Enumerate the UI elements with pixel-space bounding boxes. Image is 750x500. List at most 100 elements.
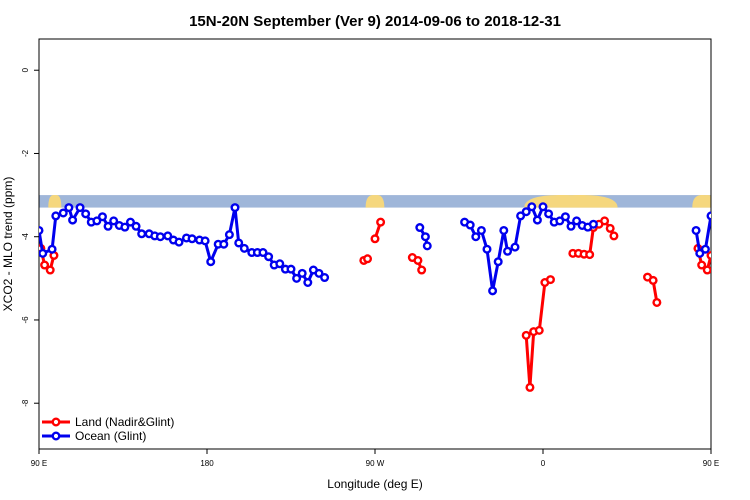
land-ocean-band — [39, 194, 711, 208]
ocean-point — [64, 203, 74, 213]
land-point — [545, 275, 555, 285]
land-point — [363, 254, 373, 264]
ocean-point — [200, 236, 210, 246]
ocean-point — [39, 248, 48, 258]
ocean-point — [465, 220, 475, 230]
series-ocean — [39, 202, 711, 296]
y-tick-label: -8 — [21, 399, 30, 407]
ocean-point — [230, 203, 240, 213]
ocean-point — [51, 211, 61, 221]
ocean-point — [538, 202, 548, 212]
ocean-point — [258, 248, 268, 258]
land-point — [525, 382, 535, 392]
ocean-point — [75, 203, 85, 213]
land-point — [376, 217, 386, 227]
legend-label-ocean: Ocean (Glint) — [75, 429, 146, 443]
ocean-point — [320, 273, 330, 283]
ocean-point — [691, 225, 701, 235]
land-point — [370, 234, 380, 244]
ocean-point — [109, 216, 119, 226]
ocean-point — [163, 231, 173, 241]
ocean-point — [155, 232, 165, 242]
land-point — [648, 275, 658, 285]
series-land — [39, 216, 711, 392]
land-point — [605, 223, 615, 233]
ocean-point — [239, 243, 249, 253]
ocean-point — [700, 244, 710, 254]
legend: Land (Nadir&Glint)Ocean (Glint) — [42, 415, 174, 443]
ocean-point — [39, 225, 44, 235]
ocean-point — [588, 219, 598, 229]
ocean-point — [120, 222, 130, 232]
land-point — [697, 260, 707, 270]
ocean-point — [420, 232, 430, 242]
y-tick-label: 0 — [21, 67, 30, 72]
ocean-point — [275, 259, 285, 269]
land-point — [45, 265, 55, 275]
ocean-point — [314, 268, 324, 278]
ocean-point — [224, 230, 234, 240]
ocean-point — [695, 248, 705, 258]
land-mass-3 — [692, 195, 711, 208]
ocean-point — [103, 221, 113, 231]
y-axis-label: XCO2 - MLO trend (ppm) — [1, 177, 15, 312]
ocean-point — [303, 278, 313, 288]
land-point — [40, 260, 50, 270]
ocean-point — [521, 207, 531, 217]
land-point — [417, 265, 427, 275]
plot-frame — [38, 38, 712, 450]
ocean-point — [471, 232, 481, 242]
ocean-point — [187, 234, 197, 244]
ocean-point — [97, 212, 107, 222]
land-point — [534, 325, 544, 335]
x-tick-label: 180 — [200, 459, 214, 468]
land-point — [609, 231, 619, 241]
land-mass-0 — [48, 194, 62, 208]
y-tick-label: -4 — [21, 233, 30, 241]
ocean-point — [47, 244, 57, 254]
ocean-point — [706, 211, 711, 221]
ocean-point — [488, 286, 498, 296]
ocean-point — [286, 264, 296, 274]
ocean-point — [560, 212, 570, 222]
ocean-point — [555, 216, 565, 226]
legend-marker-ocean — [51, 431, 61, 441]
axes: 90 E 180 90 W 0 90 E 0 -2 -4 -6 -8 — [21, 67, 719, 468]
ocean-point — [234, 238, 244, 248]
ocean-point — [219, 239, 229, 249]
ocean-point — [516, 211, 526, 221]
ocean-point — [92, 216, 102, 226]
land-mass-1 — [365, 194, 385, 208]
ocean-point — [415, 223, 425, 233]
ocean-point — [499, 225, 509, 235]
land-point — [600, 216, 610, 226]
ocean-point — [297, 268, 307, 278]
ocean-point — [292, 273, 302, 283]
x-axis-label: Longitude (deg E) — [327, 477, 422, 491]
ocean-point — [81, 209, 91, 219]
legend-marker-land — [51, 417, 61, 427]
ocean-point — [572, 216, 582, 226]
ocean-point — [544, 209, 554, 219]
ocean-point — [206, 257, 216, 267]
land-point — [413, 255, 423, 265]
ocean-point — [58, 208, 68, 218]
y-tick-label: -2 — [21, 149, 30, 157]
y-tick-label: -6 — [21, 316, 30, 324]
land-point — [652, 297, 662, 307]
ocean-point — [137, 229, 147, 239]
x-tick-label: 0 — [541, 459, 546, 468]
ocean-point — [527, 202, 537, 212]
ocean-point — [264, 252, 274, 262]
land-mass-2 — [524, 194, 618, 208]
land-point — [521, 330, 531, 340]
legend-label-land: Land (Nadir&Glint) — [75, 415, 174, 429]
ocean-point — [422, 241, 432, 251]
x-tick-label: 90 W — [366, 459, 385, 468]
ocean-point — [125, 217, 135, 227]
ocean-point — [493, 257, 503, 267]
land-point — [585, 250, 595, 260]
ocean-point — [510, 242, 520, 252]
ocean-point — [68, 215, 78, 225]
